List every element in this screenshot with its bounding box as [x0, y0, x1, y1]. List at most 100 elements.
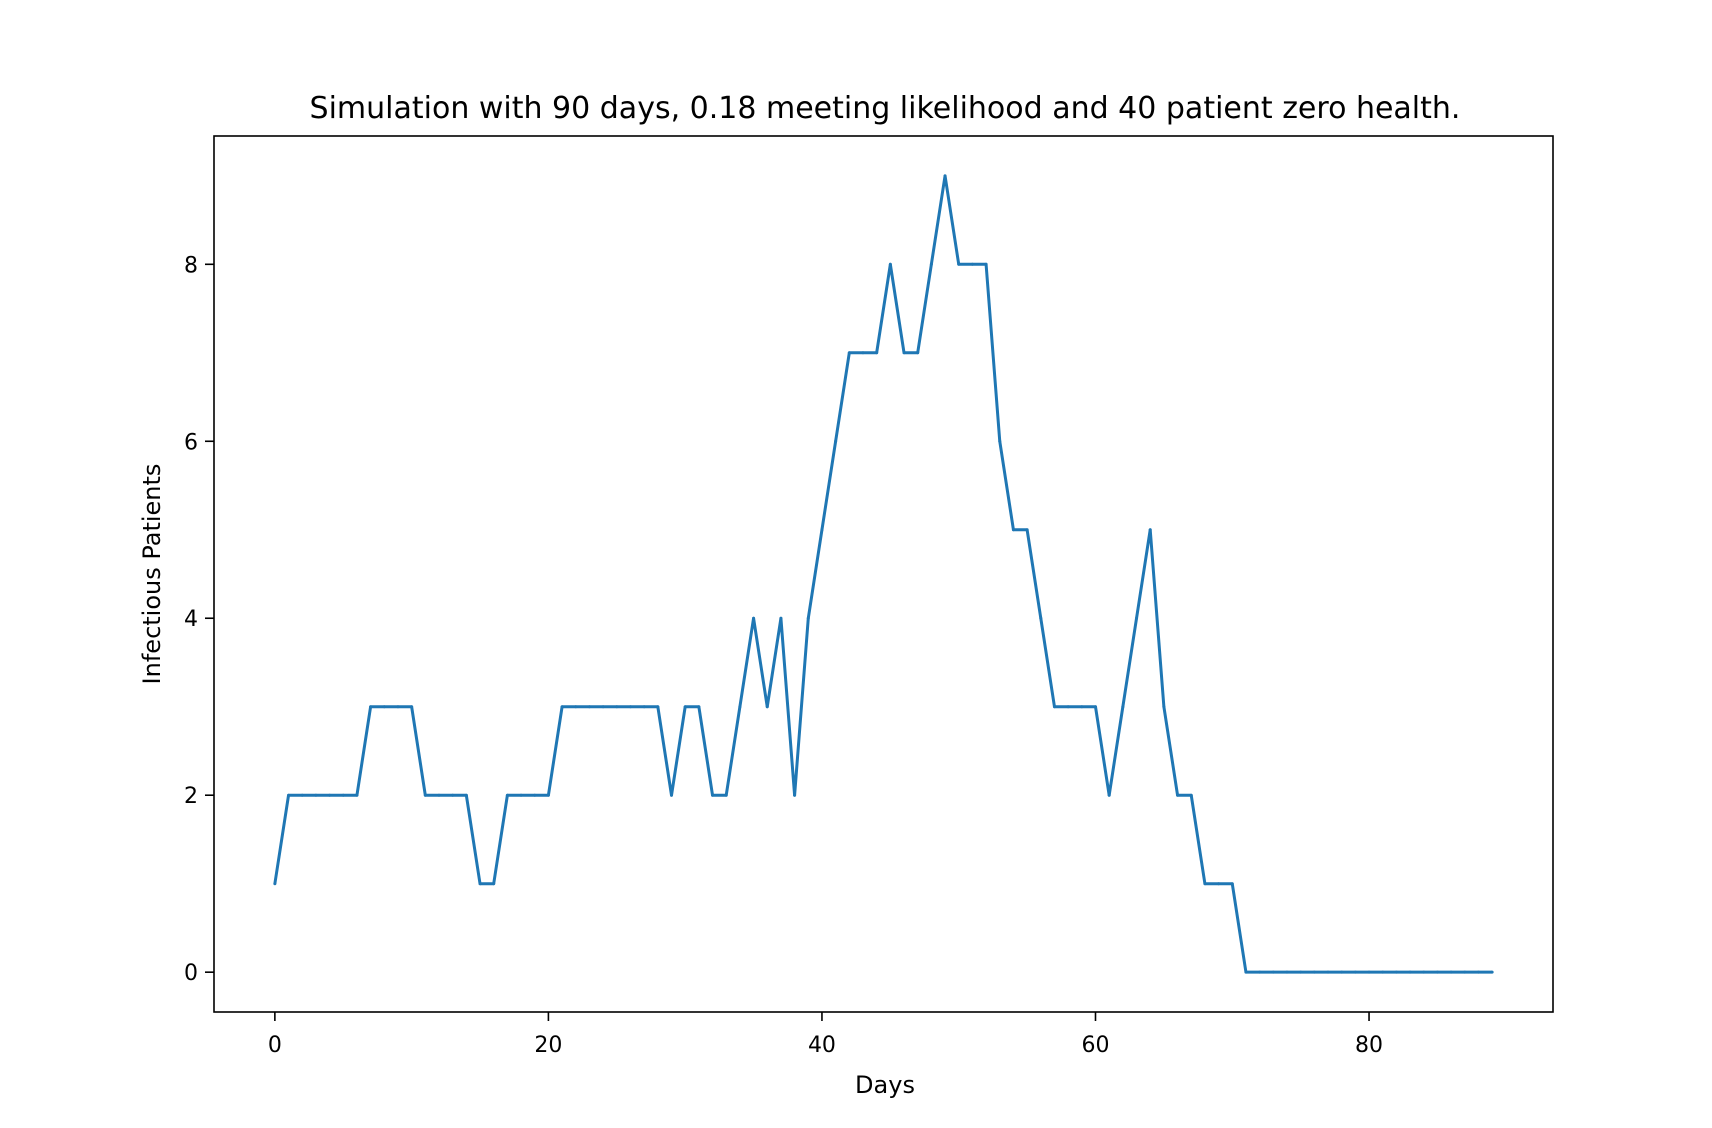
- data-point: [1011, 528, 1015, 532]
- data-point: [1230, 882, 1234, 886]
- data-point: [410, 705, 414, 709]
- y-tick-label: 4: [184, 607, 198, 632]
- data-point: [1394, 970, 1398, 974]
- data-point: [1244, 970, 1248, 974]
- data-point: [328, 793, 332, 797]
- data-point: [437, 793, 441, 797]
- data-point: [806, 616, 810, 620]
- data-point: [711, 793, 715, 797]
- data-point: [943, 174, 947, 178]
- data-point: [1271, 970, 1275, 974]
- data-point: [1449, 970, 1453, 974]
- y-axis-label: Infectious Patients: [138, 464, 166, 685]
- data-points: [273, 174, 1494, 974]
- data-point: [916, 351, 920, 355]
- data-point: [738, 705, 742, 709]
- data-point: [1353, 970, 1357, 974]
- data-point: [355, 793, 359, 797]
- y-tick-label: 6: [184, 430, 198, 455]
- data-point: [546, 793, 550, 797]
- y-tick-label: 0: [184, 961, 198, 986]
- data-point: [1312, 970, 1316, 974]
- data-point: [1258, 970, 1262, 974]
- data-point: [574, 705, 578, 709]
- data-point: [656, 705, 660, 709]
- data-point: [533, 793, 537, 797]
- data-point: [998, 439, 1002, 443]
- data-point: [1340, 970, 1344, 974]
- data-point: [464, 793, 468, 797]
- data-point: [752, 616, 756, 620]
- data-point: [341, 793, 345, 797]
- data-point: [1381, 970, 1385, 974]
- data-point: [1080, 705, 1084, 709]
- data-point: [505, 793, 509, 797]
- data-point: [1326, 970, 1330, 974]
- plot-area-frame: [213, 135, 1554, 1013]
- y-tick-label: 8: [184, 253, 198, 278]
- y-axis-ticks: 0 2 4 6 8: [184, 253, 214, 986]
- data-point: [902, 351, 906, 355]
- x-tick-label: 80: [1355, 1033, 1383, 1058]
- data-point: [820, 528, 824, 532]
- data-point: [314, 793, 318, 797]
- data-point: [1162, 705, 1166, 709]
- data-point: [683, 705, 687, 709]
- data-point: [861, 351, 865, 355]
- data-point: [1107, 793, 1111, 797]
- data-point: [793, 793, 797, 797]
- data-point: [929, 262, 933, 266]
- data-point: [300, 793, 304, 797]
- data-point: [615, 705, 619, 709]
- data-point: [396, 705, 400, 709]
- data-point: [273, 882, 277, 886]
- data-point: [779, 616, 783, 620]
- data-point: [1203, 882, 1207, 886]
- data-point: [1408, 970, 1412, 974]
- data-point: [1148, 528, 1152, 532]
- data-point: [1299, 970, 1303, 974]
- data-point: [1039, 616, 1043, 620]
- data-point: [1052, 705, 1056, 709]
- data-point: [1476, 970, 1480, 974]
- data-point: [1490, 970, 1494, 974]
- data-point: [369, 705, 373, 709]
- x-tick-label: 40: [808, 1033, 836, 1058]
- data-point: [765, 705, 769, 709]
- data-point: [382, 705, 386, 709]
- x-tick-label: 0: [268, 1033, 282, 1058]
- data-point: [957, 262, 961, 266]
- data-point: [423, 793, 427, 797]
- data-point: [1217, 882, 1221, 886]
- x-tick-label: 20: [534, 1033, 562, 1058]
- data-point: [875, 351, 879, 355]
- data-point: [492, 882, 496, 886]
- data-point: [1094, 705, 1097, 709]
- data-point: [1066, 705, 1070, 709]
- data-point: [642, 705, 646, 709]
- data-point: [560, 705, 564, 709]
- data-point: [970, 262, 974, 266]
- data-point: [1463, 970, 1467, 974]
- data-point: [1285, 970, 1289, 974]
- data-point: [628, 705, 632, 709]
- data-point: [697, 705, 701, 709]
- data-point: [724, 793, 728, 797]
- data-point: [984, 262, 988, 266]
- data-point: [1121, 705, 1125, 709]
- x-axis-ticks: 0 20 40 60 80: [268, 1012, 1383, 1058]
- data-point: [888, 262, 892, 266]
- x-axis-label: Days: [855, 1071, 915, 1099]
- data-point: [847, 351, 851, 355]
- data-point: [451, 793, 455, 797]
- data-point: [1135, 616, 1139, 620]
- data-point: [519, 793, 523, 797]
- data-point: [1422, 970, 1426, 974]
- data-point: [1025, 528, 1029, 532]
- data-point: [1367, 970, 1371, 974]
- data-point: [670, 793, 673, 797]
- data-point: [1176, 793, 1180, 797]
- data-point: [1189, 793, 1193, 797]
- data-point: [478, 882, 482, 886]
